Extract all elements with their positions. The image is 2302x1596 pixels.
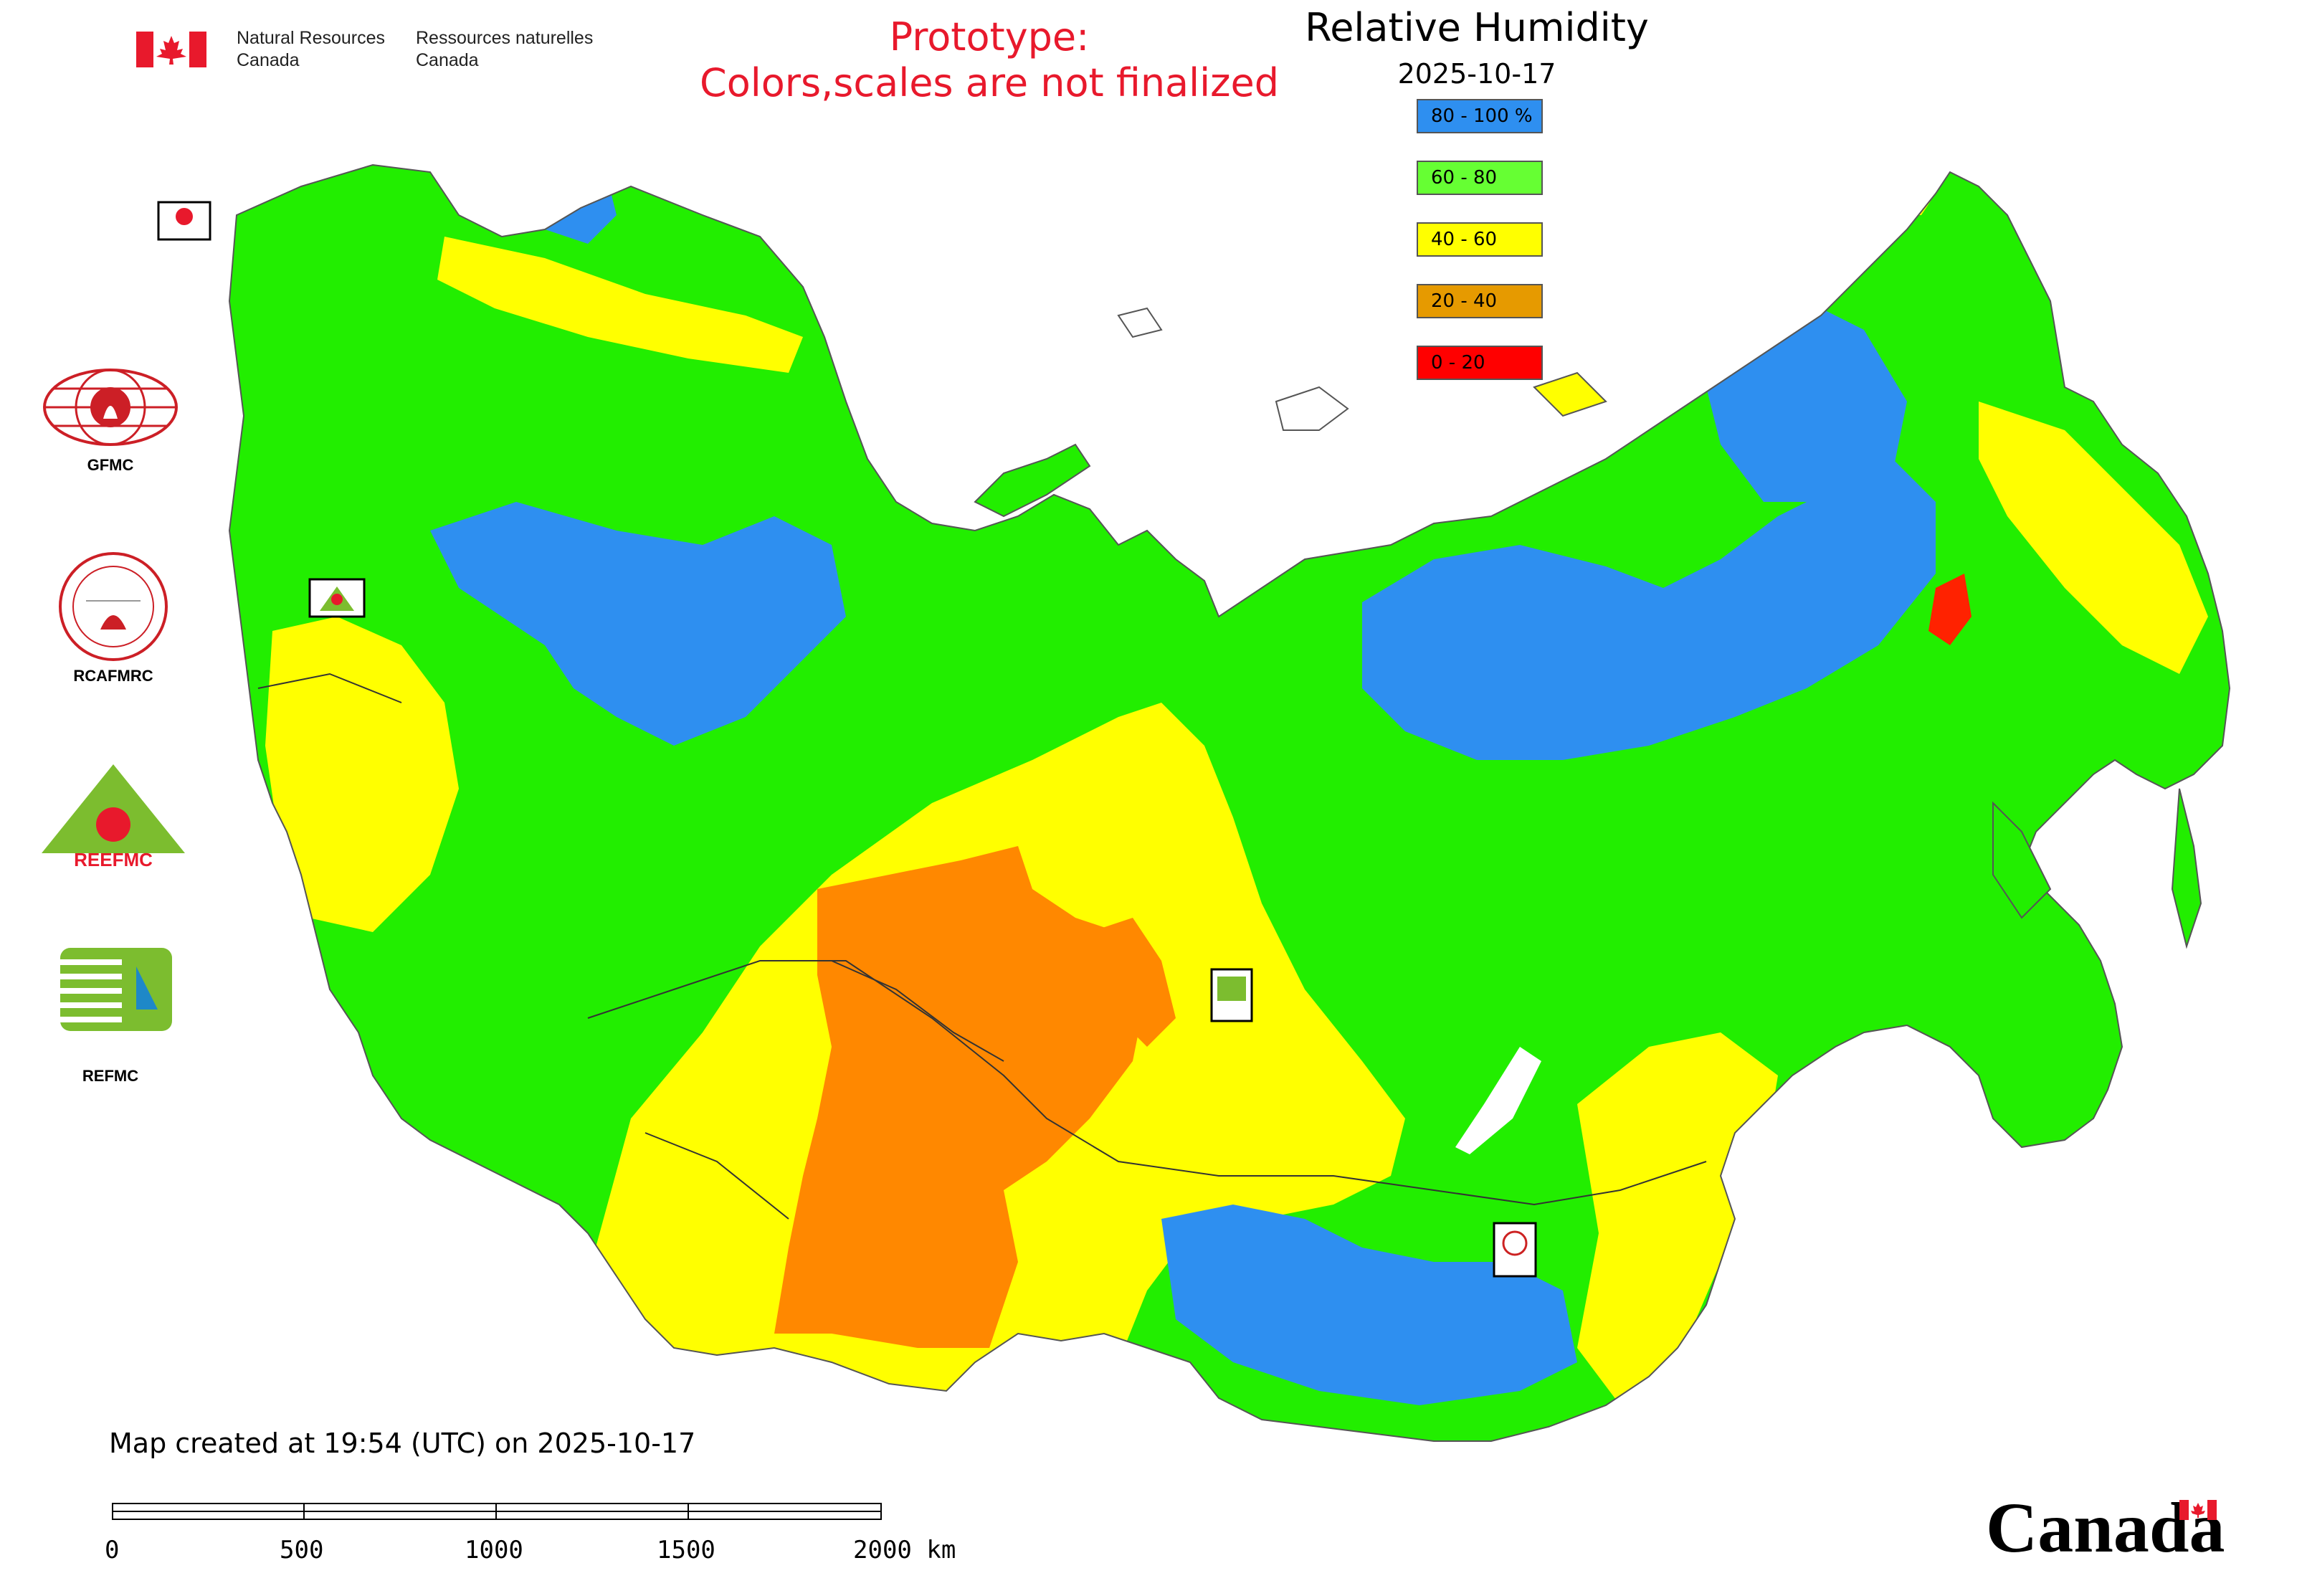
- legend-item-20-40: 20 - 40: [1417, 284, 1543, 318]
- island-severnaya-zemlya: [1275, 386, 1349, 431]
- island-franz-josef: [1117, 307, 1163, 338]
- reefmc-label: REEFMC: [74, 849, 153, 870]
- prototype-notice: Prototype: Colors,scales are not finaliz…: [624, 14, 1355, 106]
- scale-tick-1500: 1500: [657, 1536, 715, 1564]
- reefmc-logo: [42, 764, 185, 853]
- legend-item-40-60: 40 - 60: [1417, 222, 1543, 257]
- scale-tick-500: 500: [280, 1536, 324, 1564]
- center-marker-refmc: [1210, 968, 1253, 1022]
- zone-red: [1928, 574, 1972, 645]
- gfmc-logo: [43, 369, 178, 446]
- agency-fr-line2: Canada: [416, 50, 479, 70]
- refmc-logo: [60, 948, 172, 1031]
- zone-blue-taimyr: [1348, 473, 1419, 545]
- land-outline: [228, 163, 2231, 1442]
- agency-en-line2: Canada: [237, 50, 300, 70]
- zone-yellow-north: [437, 237, 803, 373]
- country-borders: [257, 673, 1707, 1220]
- scale-tick-2000: 2000 km: [853, 1536, 956, 1564]
- legend-item-80-100: 80 - 100 %: [1417, 99, 1543, 133]
- island-new-siberian: [1533, 371, 1607, 417]
- island-sakhalin: [1992, 801, 2052, 919]
- scale-tick-0: 0: [105, 1536, 120, 1564]
- zone-blue-siberia: [1362, 459, 1936, 760]
- island-novaya-zemlya: [974, 443, 1091, 518]
- rcafmrc-label: RCAFMRC: [73, 667, 153, 685]
- scale-bar: [112, 1503, 882, 1520]
- lake-baikal: [1455, 1047, 1541, 1154]
- refmc-label: REFMC: [82, 1067, 139, 1085]
- zone-orange-central: [774, 846, 1147, 1348]
- map-date: 2025-10-17: [1397, 58, 1556, 90]
- center-marker-reefmc: [308, 578, 366, 618]
- prototype-line-1: Prototype:: [889, 14, 1090, 60]
- agency-name-en: Natural Resources Canada: [237, 27, 385, 72]
- zone-yellow-southeast: [1577, 1032, 1778, 1405]
- center-marker-rcafmrc: [1493, 1222, 1537, 1278]
- map-created-timestamp: Map created at 19:54 (UTC) on 2025-10-17: [109, 1428, 696, 1459]
- zone-blue-west: [430, 502, 846, 746]
- wordmark-flag-icon: [2179, 1500, 2217, 1520]
- canada-flag-icon: [136, 32, 206, 67]
- zone-yellow-kamchatka: [1979, 402, 2208, 674]
- zone-yellow-chukotka: [1807, 165, 1950, 215]
- prototype-line-2: Colors,scales are not finalized: [700, 60, 1279, 105]
- agency-fr-line1: Ressources naturelles: [416, 28, 594, 48]
- map-title: Relative Humidity: [1305, 5, 1649, 50]
- rcafmrc-logo: [59, 552, 168, 661]
- scale-tick-1000: 1000: [465, 1536, 523, 1564]
- agency-en-line1: Natural Resources: [237, 28, 386, 48]
- zone-orange-east: [1090, 918, 1176, 1047]
- legend-item-60-80: 60 - 80: [1417, 161, 1543, 195]
- center-marker-gfmc: [157, 201, 211, 241]
- island-kurils: [2171, 788, 2202, 949]
- agency-name-fr: Ressources naturelles Canada: [416, 27, 593, 72]
- gfmc-label: GFMC: [87, 456, 134, 474]
- zone-yellow-west: [265, 617, 459, 932]
- legend-item-0-20: 0 - 20: [1417, 346, 1543, 380]
- zone-blue-mongolia: [1161, 1205, 1577, 1405]
